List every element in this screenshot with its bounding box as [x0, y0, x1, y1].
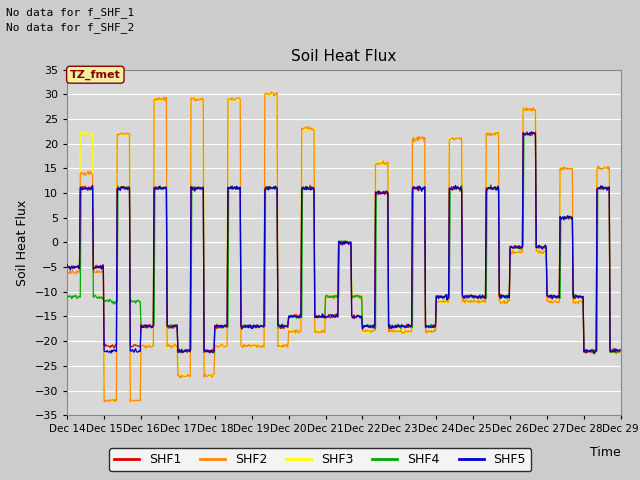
Text: TZ_fmet: TZ_fmet: [70, 70, 121, 80]
Title: Soil Heat Flux: Soil Heat Flux: [291, 49, 397, 64]
Text: Time: Time: [590, 446, 621, 459]
Text: No data for f_SHF_1: No data for f_SHF_1: [6, 7, 134, 18]
Y-axis label: Soil Heat Flux: Soil Heat Flux: [16, 199, 29, 286]
Legend: SHF1, SHF2, SHF3, SHF4, SHF5: SHF1, SHF2, SHF3, SHF4, SHF5: [109, 448, 531, 471]
Text: No data for f_SHF_2: No data for f_SHF_2: [6, 22, 134, 33]
